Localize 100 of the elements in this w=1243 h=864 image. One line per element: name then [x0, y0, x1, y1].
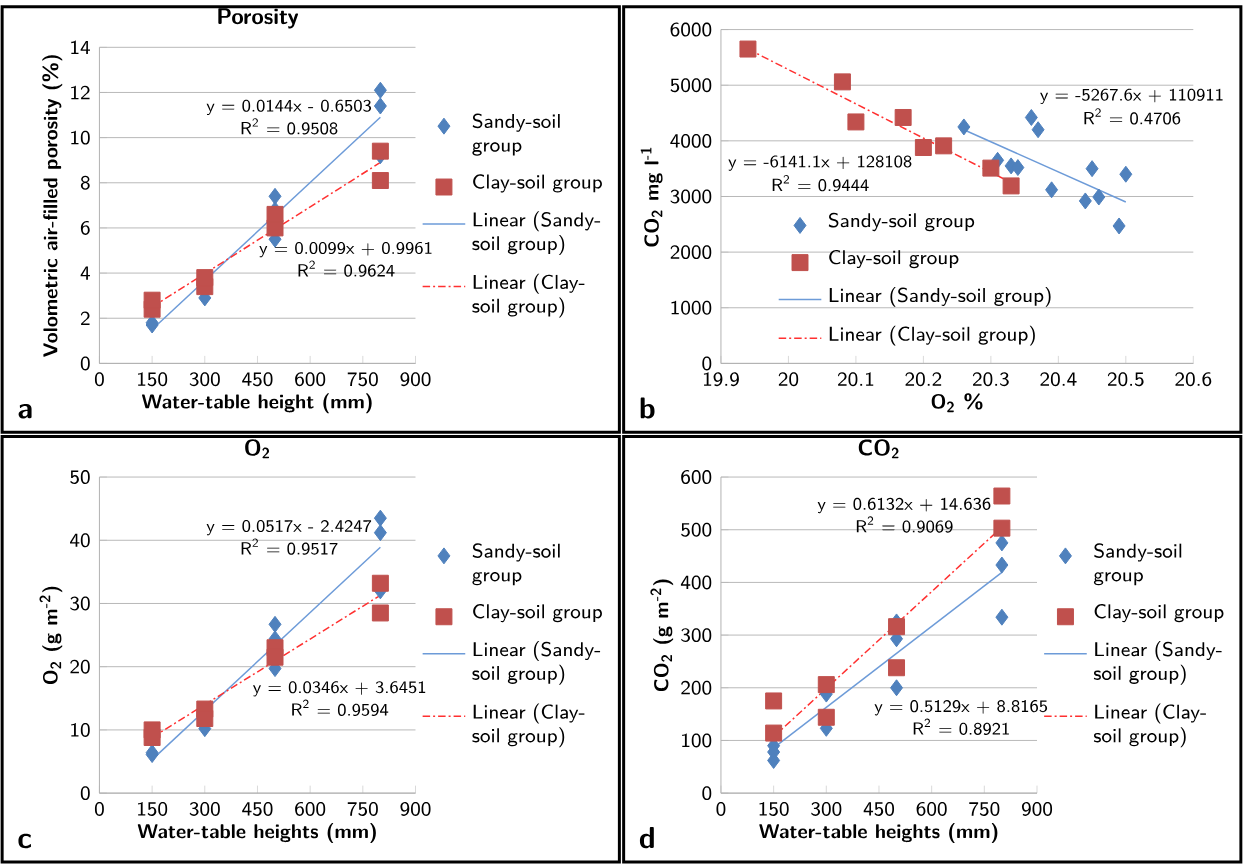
y-tick-label: 3000: [670, 189, 712, 204]
chart-title: CO$_{2}$: [858, 439, 899, 459]
x-tick-label: 20.4: [1040, 372, 1077, 387]
y-tick-label: 1000: [671, 300, 712, 315]
legend-label: Clay-soil group: [829, 249, 959, 269]
x-tick-label: 900: [400, 372, 431, 387]
annotation: R$^{2}$ = 0.9594: [292, 699, 389, 716]
x-tick-label: 150: [138, 801, 168, 816]
annotation: R$^{2}$ = 0.9444: [772, 174, 869, 192]
legend-label: Linear (Clay-soil group): [1093, 703, 1206, 748]
x-tick-label: 0: [94, 801, 104, 816]
y-tick-label: 6000: [670, 22, 712, 37]
y-tick-label: 20: [70, 659, 90, 674]
x-tick-label: 450: [242, 372, 273, 387]
x-tick-label: 450: [863, 801, 895, 816]
x-tick-label: 600: [916, 801, 947, 816]
x-tick-label: 300: [189, 372, 220, 387]
y-tick-label: 50: [70, 470, 90, 484]
y-tick-label: 6: [80, 220, 90, 235]
x-tick-label: 900: [1021, 801, 1053, 816]
legend-label: Linear (Clay-soil group): [472, 703, 585, 748]
x-tick-label: 450: [242, 801, 273, 816]
annotation: R$^{2}$ = 0.4706: [1084, 108, 1181, 125]
text: d: [639, 827, 654, 849]
y-tick-label: 30: [70, 596, 90, 611]
legend-label: Clay-soil group: [473, 174, 602, 193]
y-tick-label: 5000: [670, 78, 712, 93]
legend-label: Linear (Sandy-soil group): [829, 286, 1051, 307]
annotation: y = 0.0346x + 3.6451: [253, 681, 426, 697]
chart-title: Porosity: [218, 8, 299, 29]
y-tick-label: 100: [682, 733, 712, 748]
y-axis-title: CO$_{2}$ mg l$^{-1}$: [640, 147, 663, 247]
x-tick-label: 300: [811, 801, 842, 816]
text: c: [18, 833, 32, 849]
legend-label: Linear (Sandy-soil group): [472, 211, 601, 255]
x-tick-label: 0: [94, 372, 104, 387]
y-axis-title: Volometric air-filled porosity (%): [42, 55, 63, 357]
x-tick-label: 20: [778, 372, 799, 387]
y-tick-label: 12: [71, 85, 90, 100]
y-tick-label: 8: [80, 175, 90, 190]
annotation: y = -5267.6x + 110911: [1040, 88, 1223, 104]
x-axis-title: O$_{2}$ %: [931, 393, 983, 413]
annotation: y = 0.0517x - 2.4247: [206, 519, 372, 536]
x-tick-label: 20.1: [837, 372, 874, 387]
y-tick-label: 600: [681, 470, 712, 484]
x-tick-label: 300: [189, 801, 220, 816]
legend-label: Linear (Sandy-soil group): [472, 641, 601, 685]
annotation: y = 0.0099x + 0.9961: [259, 241, 432, 258]
x-tick-label: 750: [347, 372, 378, 387]
y-tick-label: 10: [71, 722, 90, 737]
y-tick-label: 0: [80, 786, 90, 801]
x-tick-label: 750: [347, 801, 378, 816]
x-tick-label: 20.2: [905, 372, 942, 387]
x-tick-label: 150: [138, 372, 168, 387]
y-tick-label: 0: [80, 356, 90, 371]
annotation: R$^{2}$ = 0.8921: [913, 718, 1009, 735]
legend-label: Sandy-soil group: [1093, 543, 1182, 586]
y-tick-label: 400: [680, 575, 712, 590]
annotation: R$^{2}$ = 0.9517: [241, 538, 338, 555]
annotation: y = -6141.1x + 128108: [728, 155, 912, 171]
y-tick-label: 14: [71, 40, 90, 54]
annotation: R$^{2}$ = 0.9624: [298, 260, 395, 277]
annotation: R$^{2}$ = 0.9069: [856, 516, 953, 533]
x-axis-title: Water-table height (mm): [141, 393, 372, 414]
chart-title: O$_{2}$: [245, 439, 270, 459]
legend-label: Linear (Clay-soil group): [829, 325, 1035, 346]
y-tick-label: 10: [71, 130, 90, 145]
y-tick-label: 0: [702, 356, 712, 371]
y-axis-title: CO$_{2}$ (g m$^{-2}$): [650, 579, 674, 692]
x-tick-label: 900: [400, 801, 431, 816]
legend-label: Clay-soil group: [473, 604, 602, 623]
x-tick-label: 750: [969, 801, 1000, 816]
y-tick-label: 0: [702, 786, 712, 801]
text: a: [18, 403, 32, 419]
x-tick-label: 20.6: [1175, 372, 1212, 387]
y-tick-label: 4: [80, 266, 90, 280]
legend-label: Clay-soil group: [1094, 604, 1224, 623]
y-tick-label: 40: [70, 533, 90, 548]
y-tick-label: 200: [681, 680, 712, 695]
legend-label: Linear (Sandy-soil group): [1093, 641, 1222, 685]
x-tick-label: 20.5: [1107, 372, 1144, 387]
y-tick-label: 2000: [670, 245, 712, 260]
legend-label: Sandy-soil group: [472, 113, 560, 156]
legend-label: Sandy-soil group: [472, 543, 560, 586]
x-axis-title: Water-table heights (mm): [759, 822, 998, 843]
x-tick-label: 0: [716, 801, 726, 816]
y-tick-label: 500: [681, 522, 712, 537]
annotation: y = 0.0144x - 0.6503: [206, 99, 372, 115]
x-tick-label: 600: [295, 372, 326, 387]
legend-label: Sandy-soil group: [828, 212, 975, 232]
annotation: R$^{2}$ = 0.9508: [241, 118, 338, 135]
y-tick-label: 4000: [670, 133, 712, 148]
x-tick-label: 20.3: [972, 372, 1009, 387]
annotation: y = 0.6132x + 14.636: [817, 497, 991, 514]
x-tick-label: 19.9: [703, 372, 739, 387]
x-tick-label: 600: [295, 801, 326, 816]
y-tick-label: 300: [681, 628, 712, 642]
text: b: [640, 397, 655, 419]
y-axis-title: O$_{2}$ (g m$^{-2}$): [39, 586, 63, 684]
x-axis-title: Water-table heights (mm): [137, 822, 376, 843]
